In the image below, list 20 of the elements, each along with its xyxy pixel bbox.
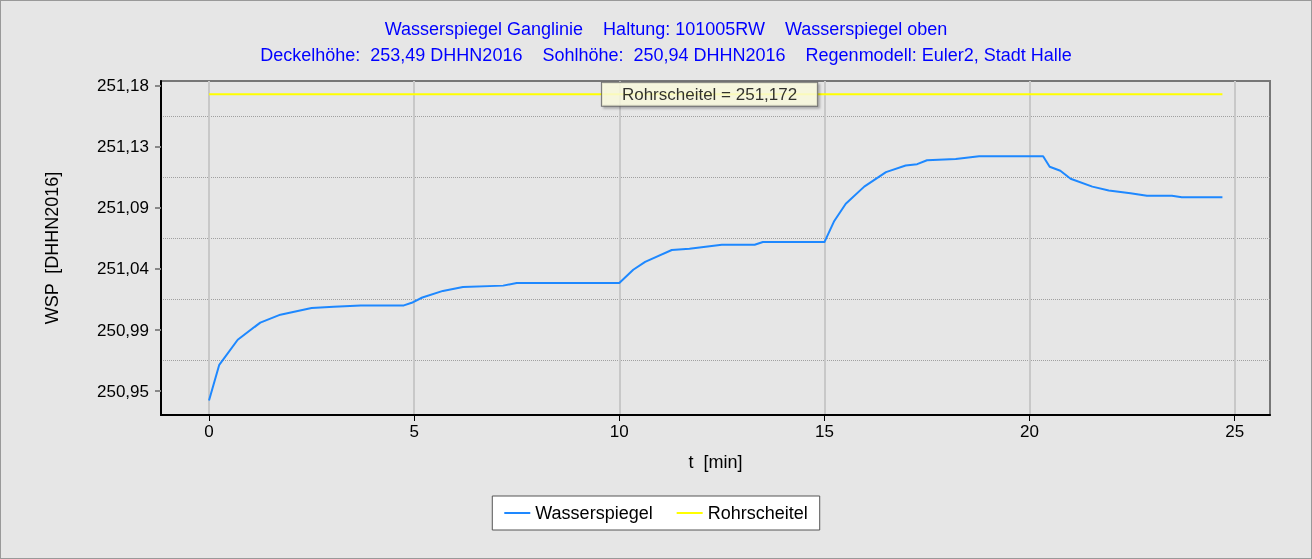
chart-title: Wasserspiegel Ganglinie Haltung: 101005RW Wasserspiegel oben [384,19,948,39]
y-tick-label: 250,99 [97,320,149,340]
x-tick-label: 0 [204,422,214,441]
line-series [208,155,1224,402]
y-tick-label: 251,18 [97,76,149,96]
x-tick-label: 15 [814,422,834,441]
x-axis-title: t [min] [688,452,743,472]
x-tick-label: 25 [1225,422,1245,441]
legend-label: Wasserspiegel [535,503,653,523]
legend-label: Rohrscheitel [707,503,808,523]
x-tick-label: 10 [609,422,629,441]
annotation: Rohrscheitel = 251,172 [621,84,798,104]
y-tick-label: 250,95 [97,381,149,401]
x-tick-label: 20 [1020,422,1040,441]
y-axis-title: WSP [DHHN2016] [42,171,62,325]
y-tick-label: 251,13 [97,137,149,157]
chart-subtitle: Deckelhöhe: 253,49 DHHN2016 Sohlhöhe: 250,94 DHHN2016 Regenmodell: Euler2, Stadt Halle [260,45,1072,65]
y-tick-label: 251,09 [97,198,149,218]
y-tick-label: 251,04 [97,259,149,279]
x-tick-label: 5 [409,422,419,441]
